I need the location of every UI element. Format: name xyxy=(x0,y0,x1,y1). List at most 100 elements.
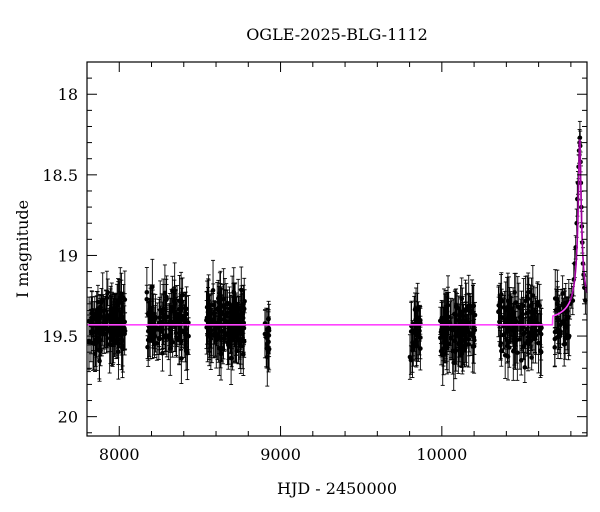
data-point-group xyxy=(179,332,184,384)
data-point xyxy=(552,296,558,301)
data-point xyxy=(145,344,150,350)
data-point xyxy=(454,330,460,335)
data-point xyxy=(450,348,455,354)
data-point xyxy=(150,320,155,325)
data-point xyxy=(179,356,184,361)
data-point xyxy=(105,290,111,295)
data-point-group xyxy=(241,332,246,376)
data-point xyxy=(222,331,227,336)
data-point xyxy=(213,326,218,332)
x-axis-label: HJD - 2450000 xyxy=(277,479,397,498)
data-point-group xyxy=(502,331,508,379)
data-point xyxy=(466,336,472,342)
data-point xyxy=(101,308,106,314)
data-point-group xyxy=(552,269,558,328)
data-point xyxy=(506,315,511,320)
data-point-group xyxy=(226,325,232,365)
data-point xyxy=(88,319,94,325)
data-point xyxy=(237,337,243,343)
data-point xyxy=(186,320,191,325)
data-point xyxy=(517,319,523,325)
data-point-group xyxy=(442,293,448,329)
data-point xyxy=(438,335,443,341)
data-point xyxy=(226,342,232,348)
data-point xyxy=(535,299,540,305)
data-point-group xyxy=(506,302,511,334)
data-point xyxy=(119,291,124,297)
y-axis-label: I magnitude xyxy=(13,200,32,298)
data-point-group xyxy=(99,316,105,349)
data-point-group xyxy=(441,335,446,362)
data-point xyxy=(240,311,246,317)
data-point-group xyxy=(107,315,112,374)
data-point-group xyxy=(519,302,525,354)
data-point-group xyxy=(167,293,173,350)
data-point xyxy=(502,317,507,323)
data-point-group xyxy=(183,307,188,363)
data-point-group xyxy=(438,319,443,356)
data-point-group xyxy=(499,272,504,317)
data-point xyxy=(242,298,247,304)
data-point xyxy=(411,342,416,348)
y-tick-label: 18 xyxy=(58,85,78,104)
data-point-group xyxy=(522,351,528,383)
data-point xyxy=(448,335,454,341)
data-point xyxy=(90,311,95,316)
data-point xyxy=(555,307,560,312)
data-point xyxy=(107,335,113,341)
data-point xyxy=(502,352,508,358)
data-point xyxy=(120,346,125,352)
data-point xyxy=(532,336,538,342)
data-point-group xyxy=(101,294,106,328)
data-point xyxy=(234,334,239,340)
data-point xyxy=(555,334,560,340)
data-point xyxy=(111,314,117,319)
chart-title: OGLE-2025-BLG-1112 xyxy=(246,25,428,44)
data-point xyxy=(241,339,247,344)
data-point-group xyxy=(221,268,226,330)
data-point xyxy=(532,310,538,316)
data-point xyxy=(561,319,566,324)
data-point xyxy=(515,350,520,356)
y-tick-label: 20 xyxy=(58,408,78,427)
data-point xyxy=(241,352,246,357)
data-point xyxy=(552,345,558,350)
data-point xyxy=(96,319,102,324)
data-point xyxy=(103,315,109,320)
data-point xyxy=(445,314,451,320)
data-point-group xyxy=(91,316,96,371)
data-point-group xyxy=(144,267,150,318)
plot-frame xyxy=(86,61,588,437)
data-point xyxy=(235,313,240,319)
data-point-group xyxy=(206,299,212,360)
data-point xyxy=(266,316,271,322)
data-point xyxy=(162,290,168,296)
data-point-group xyxy=(218,270,223,321)
data-point-group xyxy=(225,319,230,366)
data-points-layer xyxy=(86,120,588,391)
data-point xyxy=(510,348,516,354)
data-point xyxy=(121,295,126,301)
data-point-group xyxy=(539,308,544,348)
data-point xyxy=(99,330,105,335)
data-point xyxy=(108,306,113,312)
data-point xyxy=(463,329,468,335)
data-point xyxy=(515,304,521,309)
data-point-group xyxy=(169,288,174,335)
data-point xyxy=(501,305,507,310)
data-point xyxy=(86,339,92,345)
data-point xyxy=(496,303,502,308)
data-point-group xyxy=(171,290,177,324)
data-point-group xyxy=(237,310,243,370)
data-point xyxy=(167,319,173,324)
data-point xyxy=(178,330,184,335)
data-point xyxy=(264,354,270,360)
data-point-group xyxy=(561,297,566,345)
data-point-group xyxy=(240,290,246,338)
data-point-group xyxy=(414,292,420,342)
data-point-group xyxy=(103,289,109,346)
data-point-group xyxy=(535,281,540,323)
data-point xyxy=(145,337,151,343)
data-point xyxy=(265,327,271,333)
data-point xyxy=(113,306,118,312)
